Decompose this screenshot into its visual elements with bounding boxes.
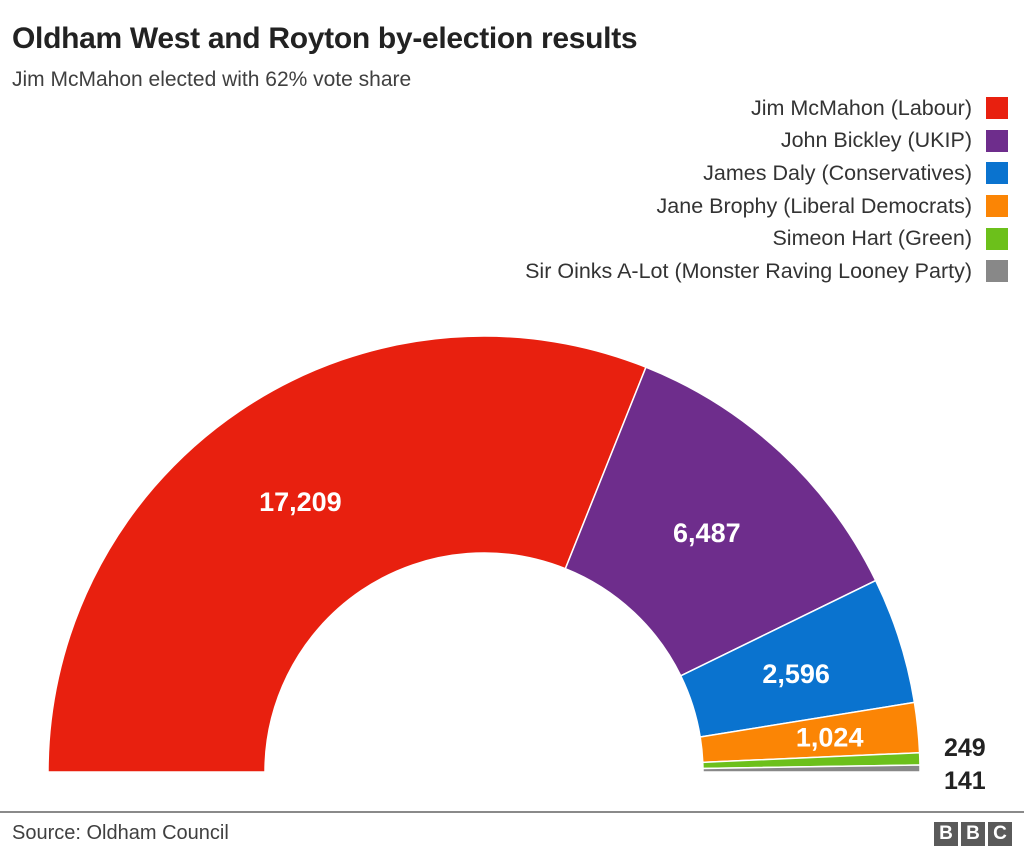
legend-label: Simeon Hart (Green) [772,226,972,251]
chart-title: Oldham West and Royton by-election resul… [12,22,638,55]
legend-label: Jim McMahon (Labour) [750,95,972,120]
chart-subtitle: Jim McMahon elected with 62% vote share [12,68,412,91]
legend-item-conservatives: James Daly (Conservatives) [703,157,1008,190]
chart-segment-labels: 17,209 6,487 2,596 1,024 249 141 [259,487,986,795]
segment-value-label: 249 [944,734,986,762]
segment-value-label: 2,596 [762,659,830,689]
segment-ukip [564,366,877,677]
bbc-logo-letter: B [934,822,958,846]
segment-value-label: 6,487 [673,518,741,548]
bbc-logo-letter: B [961,822,985,846]
legend-label: James Daly (Conservatives) [703,160,972,185]
legend-label: John Bickley (UKIP) [780,128,972,153]
legend-swatch [986,97,1008,120]
legend-label: Jane Brophy (Liberal Democrats) [656,193,972,218]
legend-swatch [986,129,1008,152]
bbc-logo: B B C [934,822,1012,846]
chart-segments [47,335,921,773]
legend: Jim McMahon (Labour) John Bickley (UKIP)… [525,92,1008,288]
legend-swatch [986,227,1008,250]
source-note: Source: Oldham Council [12,822,229,844]
legend-swatch [986,260,1008,283]
legend-item-green: Simeon Hart (Green) [772,222,1008,255]
segment-value-label: 1,024 [796,723,864,753]
legend-item-monster-raving-looney: Sir Oinks A-Lot (Monster Raving Looney P… [525,255,1008,288]
legend-item-lib-dems: Jane Brophy (Liberal Democrats) [657,190,1008,223]
legend-label: Sir Oinks A-Lot (Monster Raving Looney P… [525,258,972,283]
segment-value-label: 141 [944,767,986,795]
legend-item-labour: Jim McMahon (Labour) [751,92,1008,125]
footer-divider [0,811,1024,813]
legend-swatch [986,162,1008,185]
legend-item-ukip: John Bickley (UKIP) [781,125,1008,158]
segment-value-label: 17,209 [259,487,342,517]
segment-monster-raving-looney [702,764,921,773]
bbc-logo-letter: C [988,822,1012,846]
segment-labour [47,335,647,773]
legend-swatch [986,195,1008,218]
